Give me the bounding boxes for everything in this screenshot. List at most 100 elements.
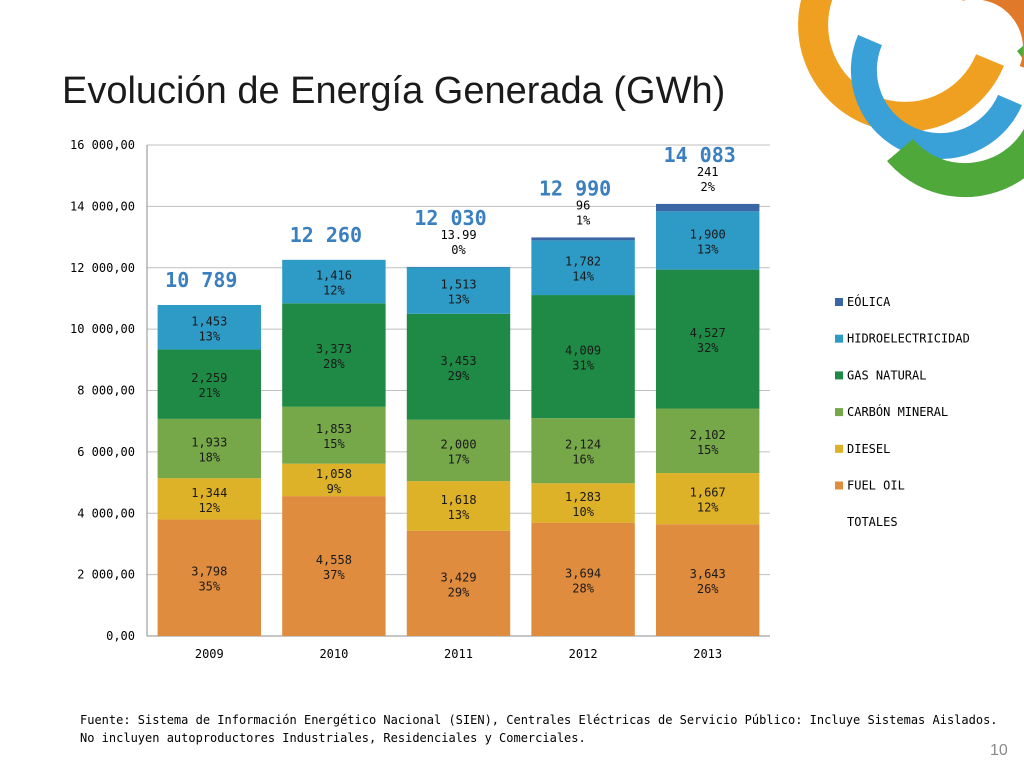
bar-segment-diesel	[157, 478, 262, 520]
bar-segment-e-lica	[655, 203, 760, 212]
bar-segment-carb-n-mineral	[406, 419, 511, 482]
data-label-value: 4,009	[565, 344, 601, 358]
bar-segment-diesel	[406, 481, 511, 531]
data-label-percent: 28%	[572, 581, 594, 595]
legend-label: CARBÓN MINERAL	[847, 404, 948, 419]
source-footnote: Fuente: Sistema de Información Energétic…	[80, 711, 998, 747]
legend-label: EÓLICA	[847, 294, 891, 309]
data-label-value: 1,782	[565, 255, 601, 269]
data-label-value: 1,283	[565, 490, 601, 504]
data-label-percent: 12%	[697, 501, 719, 515]
data-label-value: 4,527	[690, 326, 726, 340]
y-tick-label: 4 000,00	[77, 506, 135, 520]
bar-segment-fuel-oil	[282, 496, 386, 636]
bar-segment-gas-natural	[282, 303, 386, 407]
data-label-percent: 35%	[198, 580, 220, 594]
bar-segment-diesel	[531, 483, 635, 523]
y-tick-label: 6 000,00	[77, 445, 135, 459]
bar-segment-hidroelectricidad	[282, 259, 386, 304]
x-tick-label: 2012	[569, 647, 598, 661]
data-label-value: 96	[576, 198, 590, 212]
data-label-percent: 12%	[198, 501, 220, 515]
data-label-value: 1,853	[316, 422, 352, 436]
x-tick-label: 2010	[319, 647, 348, 661]
data-label-value: 3,798	[191, 565, 227, 579]
x-tick-label: 2009	[195, 647, 224, 661]
data-label-percent: 37%	[323, 568, 345, 582]
data-label-value: 3,643	[690, 567, 726, 581]
y-tick-label: 16 000,00	[70, 138, 135, 152]
y-tick-label: 8 000,00	[77, 384, 135, 398]
bar-segment-hidroelectricidad	[406, 267, 511, 314]
y-tick-label: 2 000,00	[77, 568, 135, 582]
legend-swatch	[835, 334, 843, 343]
footnote-line-2: No incluyen autoproductores Industriales…	[80, 731, 586, 745]
y-tick-label: 12 000,00	[70, 261, 135, 275]
footnote-line-1: Fuente: Sistema de Información Energétic…	[80, 713, 998, 727]
x-tick-label: 2013	[693, 647, 722, 661]
data-label-percent: 13%	[448, 293, 470, 307]
legend-swatch	[835, 481, 843, 490]
total-label: 12 260	[290, 223, 362, 247]
data-label-value: 13.99	[440, 228, 476, 242]
data-label-percent: 1%	[576, 213, 591, 227]
data-label-value: 2,000	[440, 437, 476, 451]
data-label-value: 1,453	[191, 314, 227, 328]
total-label: 14 083	[664, 143, 736, 167]
data-label-percent: 13%	[448, 508, 470, 522]
bar-segment-fuel-oil	[531, 522, 635, 636]
data-label-value: 4,558	[316, 553, 352, 567]
legend-swatch	[835, 371, 843, 380]
bar-segment-carb-n-mineral	[157, 418, 262, 479]
data-label-percent: 9%	[327, 482, 342, 496]
data-label-percent: 15%	[697, 443, 719, 457]
x-tick-label: 2011	[444, 647, 473, 661]
y-tick-label: 0,00	[106, 629, 135, 643]
legend-swatch	[835, 298, 843, 306]
total-label: 12 990	[539, 176, 611, 200]
legend-label: HIDROELECTRICIDAD	[847, 332, 970, 346]
data-label-percent: 10%	[572, 505, 594, 519]
data-label-value: 1,513	[440, 278, 476, 292]
data-label-percent: 2%	[700, 180, 715, 194]
data-label-percent: 13%	[198, 329, 220, 343]
data-label-percent: 31%	[572, 359, 594, 373]
legend-label: GAS NATURAL	[847, 368, 926, 382]
bar-segment-diesel	[655, 473, 760, 525]
data-label-value: 1,416	[316, 269, 352, 283]
bar-segment-gas-natural	[531, 295, 635, 419]
bar-segment-fuel-oil	[406, 530, 511, 636]
data-label-percent: 18%	[198, 451, 220, 465]
bar-segment-carb-n-mineral	[655, 408, 760, 474]
data-label-percent: 26%	[697, 582, 719, 596]
bar-segment-hidroelectricidad	[531, 240, 635, 296]
legend-label: DIESEL	[847, 442, 890, 456]
bar-segment-carb-n-mineral	[531, 418, 635, 484]
total-label: 12 030	[414, 206, 486, 230]
y-tick-label: 10 000,00	[70, 322, 135, 336]
data-label-value: 3,694	[565, 566, 601, 580]
data-label-percent: 12%	[323, 284, 345, 298]
bar-segment-gas-natural	[157, 349, 262, 419]
bar-segment-fuel-oil	[157, 519, 262, 636]
data-label-value: 3,453	[440, 354, 476, 368]
data-label-percent: 29%	[448, 585, 470, 599]
legend-swatch	[835, 444, 843, 453]
slide-title: Evolución de Energía Generada (GWh)	[62, 70, 726, 112]
data-label-value: 1,933	[191, 436, 227, 450]
data-label-percent: 21%	[198, 386, 220, 400]
data-label-percent: 13%	[697, 242, 719, 256]
data-label-percent: 16%	[572, 453, 594, 467]
data-label-percent: 32%	[697, 341, 719, 355]
bar-segment-carb-n-mineral	[282, 406, 386, 464]
data-label-value: 3,429	[440, 570, 476, 584]
data-label-value: 2,102	[690, 428, 726, 442]
data-label-percent: 17%	[448, 452, 470, 466]
bar-segment-fuel-oil	[655, 524, 760, 636]
legend-swatch	[835, 408, 843, 417]
data-label-value: 3,373	[316, 342, 352, 356]
data-label-value: 1,344	[191, 486, 227, 500]
data-label-value: 2,259	[191, 371, 227, 385]
data-label-percent: 28%	[323, 357, 345, 371]
